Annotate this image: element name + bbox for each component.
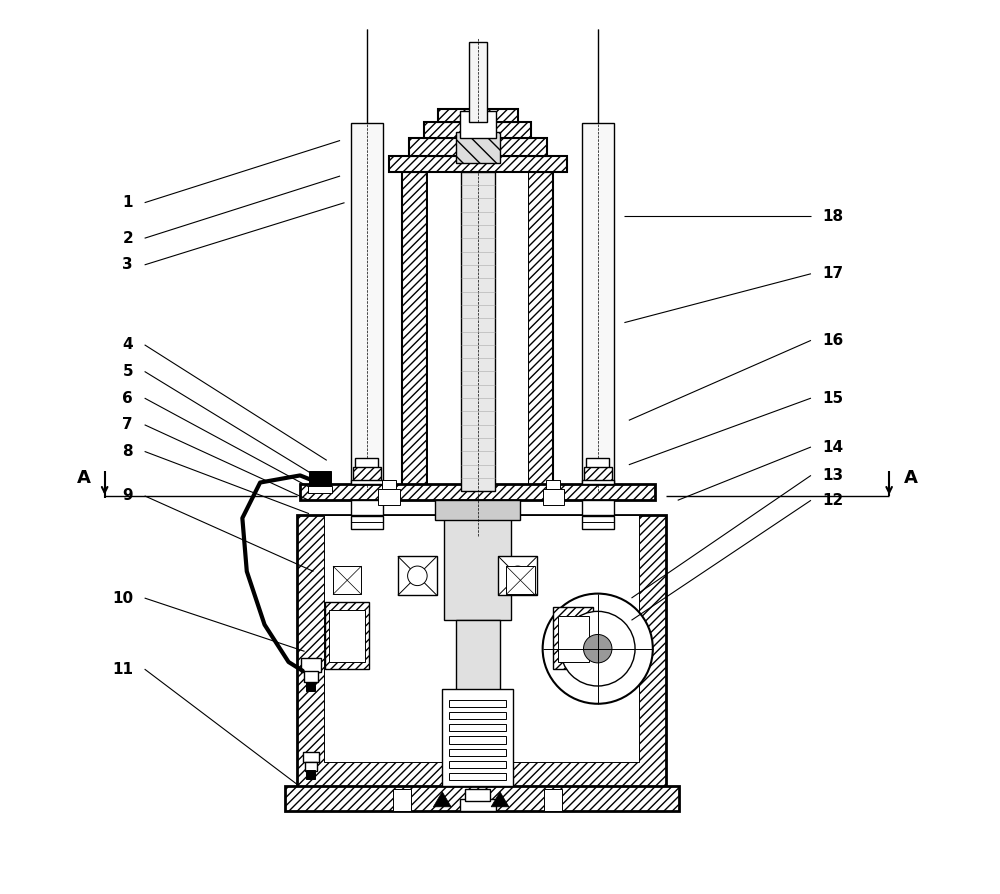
Bar	[389, 156, 567, 172]
Text: 16: 16	[823, 333, 844, 348]
Text: A: A	[904, 469, 917, 487]
Text: 1: 1	[123, 195, 133, 210]
Bar	[469, 42, 487, 122]
Text: 5: 5	[122, 364, 133, 379]
Bar	[427, 172, 528, 492]
Bar	[309, 471, 331, 489]
Bar	[402, 172, 427, 492]
Circle shape	[584, 635, 612, 662]
Bar	[543, 489, 564, 505]
Bar	[351, 122, 383, 492]
Text: 10: 10	[112, 591, 133, 605]
Bar	[306, 681, 315, 691]
Bar	[582, 122, 614, 492]
Circle shape	[543, 594, 653, 704]
Bar	[442, 688, 513, 787]
Bar	[506, 566, 535, 595]
Bar	[409, 138, 547, 156]
Bar	[544, 789, 562, 811]
Bar	[449, 748, 506, 755]
Text: 15: 15	[823, 391, 844, 406]
Bar	[325, 603, 369, 669]
Bar	[285, 787, 679, 811]
Bar	[438, 108, 518, 122]
Text: 14: 14	[823, 440, 844, 454]
Bar	[460, 799, 496, 811]
Text: A: A	[77, 469, 91, 487]
Bar	[465, 789, 490, 801]
Bar	[351, 501, 383, 515]
Bar	[297, 516, 666, 789]
Polygon shape	[433, 792, 451, 806]
Bar	[586, 458, 609, 468]
Text: 7: 7	[122, 417, 133, 433]
Bar	[306, 771, 315, 780]
Bar	[449, 737, 506, 744]
Circle shape	[560, 611, 635, 686]
Bar	[353, 468, 381, 481]
Text: 3: 3	[122, 257, 133, 273]
Bar	[351, 517, 383, 528]
Bar	[460, 111, 496, 138]
Bar	[582, 517, 614, 528]
Bar	[382, 480, 396, 489]
Bar	[378, 489, 400, 505]
Bar	[582, 480, 614, 485]
Text: 18: 18	[823, 208, 844, 224]
Bar	[456, 620, 500, 704]
Text: 9: 9	[122, 488, 133, 503]
Text: 6: 6	[122, 391, 133, 406]
Bar	[333, 566, 361, 595]
Bar	[398, 556, 437, 595]
Text: 17: 17	[823, 266, 844, 282]
Text: 13: 13	[823, 468, 844, 483]
Bar	[546, 480, 560, 489]
Bar	[305, 762, 317, 772]
Bar	[528, 172, 553, 492]
Bar	[324, 516, 639, 763]
Bar	[449, 773, 506, 780]
Text: 12: 12	[823, 493, 844, 508]
Circle shape	[408, 566, 427, 586]
Bar	[584, 468, 612, 481]
Circle shape	[508, 566, 528, 586]
Bar	[355, 458, 378, 468]
Bar	[553, 607, 593, 669]
Bar	[449, 712, 506, 719]
Bar	[456, 131, 500, 163]
Bar	[304, 670, 318, 682]
Bar	[351, 480, 383, 485]
Bar	[308, 486, 332, 493]
Bar	[582, 501, 614, 515]
Bar	[303, 752, 319, 763]
Text: 11: 11	[112, 662, 133, 677]
Polygon shape	[491, 792, 509, 806]
Bar	[498, 556, 537, 595]
Bar	[449, 700, 506, 707]
Bar	[444, 501, 511, 620]
Bar	[449, 761, 506, 768]
Bar	[558, 616, 589, 662]
Bar	[393, 789, 411, 811]
Text: 8: 8	[122, 444, 133, 459]
Text: 4: 4	[122, 337, 133, 352]
Bar	[424, 122, 531, 138]
Bar	[329, 611, 365, 662]
Bar	[449, 724, 506, 731]
Bar	[461, 172, 495, 492]
Bar	[300, 485, 655, 501]
Bar	[301, 658, 321, 671]
Text: 2: 2	[122, 231, 133, 246]
Bar	[435, 501, 520, 519]
